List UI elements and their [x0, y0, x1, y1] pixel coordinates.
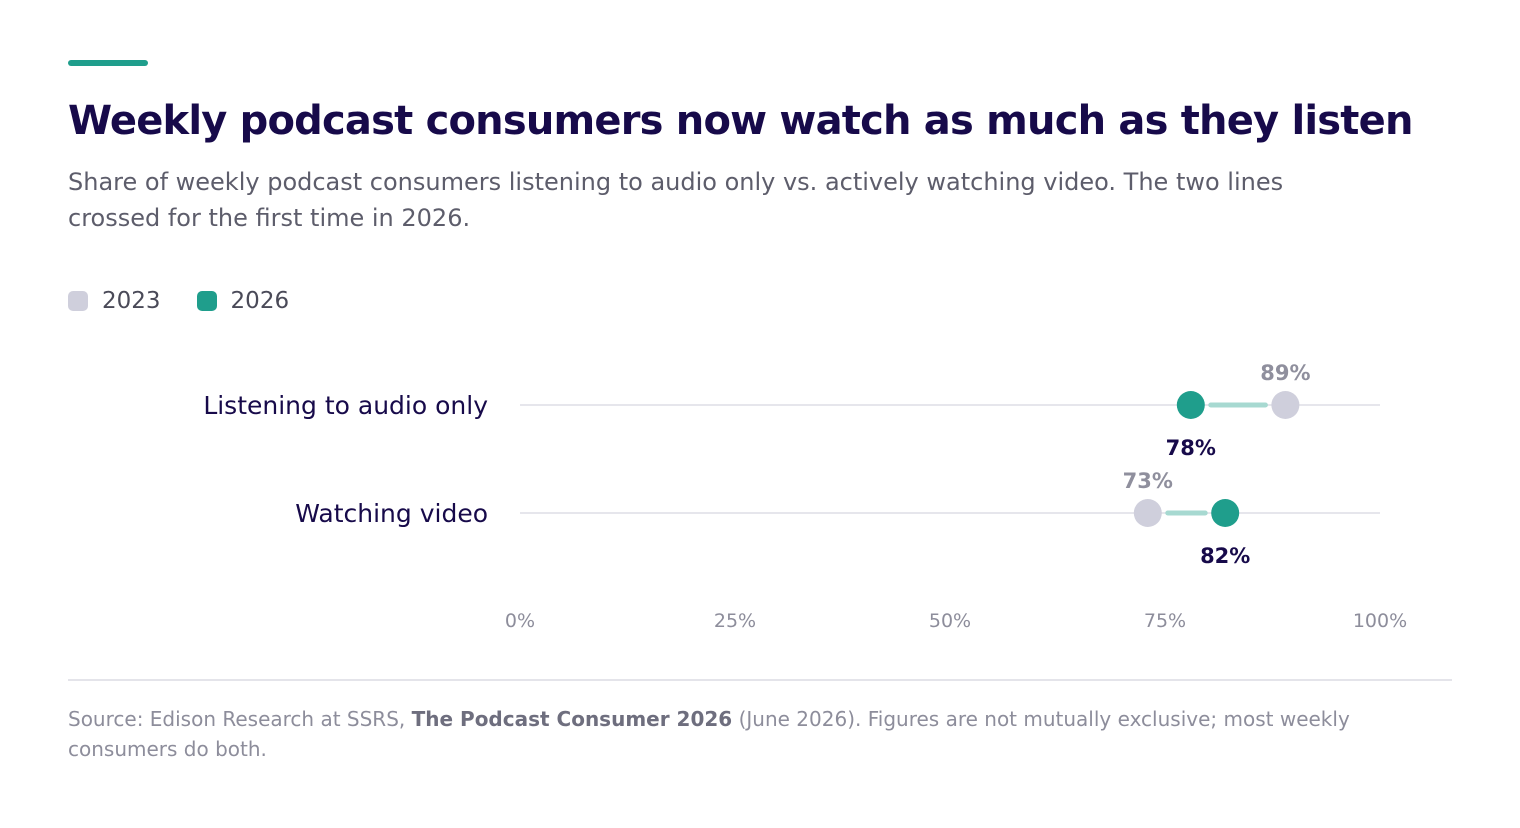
legend-item-2026: 2026: [196, 288, 290, 314]
x-tick-label: 25%: [714, 610, 756, 632]
legend-item-2023: 2023: [68, 288, 161, 314]
source-suffix: (June 2026). Figures are not mutually ex…: [68, 707, 1350, 761]
category-label: Watching video: [295, 499, 488, 528]
legend-swatch-2026: [196, 291, 217, 311]
legend-label-2026: 2026: [230, 288, 290, 314]
accent-bar: [68, 60, 148, 66]
legend-swatch-2023: [68, 291, 88, 311]
value-label-2023: 89%: [1260, 361, 1310, 385]
x-tick-label: 100%: [1353, 610, 1407, 632]
source-note: Source: Edison Research at SSRS, The Pod…: [68, 704, 1398, 764]
chart-subtitle: Share of weekly podcast consumers listen…: [68, 168, 1284, 232]
value-label-2026: 82%: [1200, 544, 1250, 568]
category-label: Listening to audio only: [203, 391, 488, 420]
source-report-title: The Podcast Consumer 2026: [411, 707, 733, 731]
point-2023: [1271, 391, 1300, 419]
dumbbell-chart: Listening to audio only 89% 78% Watching vi…: [203, 361, 1407, 632]
legend: 2023 2026: [68, 288, 325, 314]
legend-label-2023: 2023: [102, 288, 161, 314]
source-prefix: Source: Edison Research at SSRS,: [68, 707, 412, 731]
point-2026: [1176, 391, 1205, 419]
value-label-2026: 78%: [1166, 436, 1216, 460]
x-tick-label: 75%: [1144, 610, 1186, 632]
x-tick-label: 50%: [929, 610, 971, 632]
point-2023: [1133, 499, 1162, 527]
point-2026: [1211, 499, 1240, 527]
value-label-2023: 73%: [1123, 469, 1173, 493]
footer-divider: [68, 679, 1452, 681]
chart-title: Weekly podcast consumers now watch as mu…: [68, 98, 1413, 144]
x-tick-label: 0%: [505, 610, 535, 632]
